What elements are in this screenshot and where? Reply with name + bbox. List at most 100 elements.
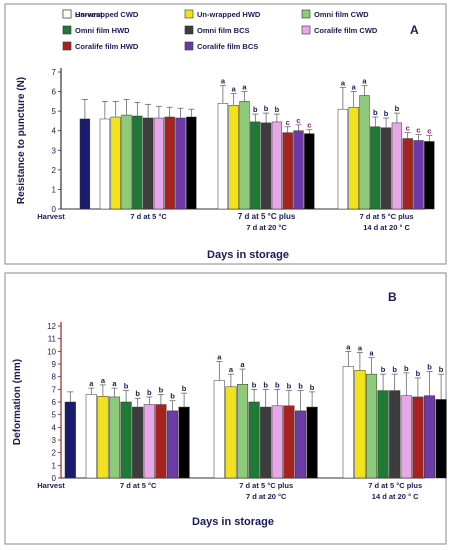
y-tick-label: 2 (52, 449, 57, 458)
significance-letter: a (358, 344, 363, 353)
legend-swatch (301, 9, 311, 19)
significance-letter: a (221, 77, 226, 86)
bar (337, 108, 349, 210)
significance-letter: c (307, 121, 311, 130)
significance-letter: b (392, 365, 397, 374)
bar (380, 127, 392, 210)
significance-letter: a (341, 79, 346, 88)
bar (178, 406, 190, 479)
y-tick-label: 10 (47, 347, 56, 356)
legend-label: Coralife film BCS (197, 42, 258, 51)
y-tick-label: 6 (52, 398, 57, 407)
bar (306, 406, 318, 479)
significance-letter: b (170, 392, 175, 401)
bar (64, 401, 76, 479)
legend-swatch (62, 25, 72, 35)
bar (423, 395, 436, 479)
significance-letter: a (89, 379, 94, 388)
group-label: 7 d at 5 °C (120, 481, 157, 490)
bar (294, 410, 307, 479)
y-tick-label: 1 (52, 185, 57, 194)
y-tick-label: 4 (52, 423, 57, 432)
bar (377, 390, 389, 479)
bar (424, 141, 435, 210)
y-tick-label: 9 (52, 360, 57, 369)
legend-label: Un-wrapped CWD (75, 10, 139, 19)
bar (239, 101, 250, 210)
bar (342, 366, 354, 479)
bar (400, 395, 412, 479)
bar (213, 380, 225, 479)
legend-swatch (62, 9, 72, 19)
y-tick-label: 5 (52, 411, 57, 420)
legend-swatch (184, 41, 194, 51)
y-tick-label: 5 (52, 107, 57, 116)
bar (271, 121, 283, 210)
significance-letter: b (373, 108, 378, 117)
legend-label: Harvest (75, 10, 103, 19)
y-tick-label: 6 (52, 88, 57, 97)
significance-letter: b (310, 383, 315, 392)
significance-letter: a (112, 379, 117, 388)
significance-letter: b (384, 109, 389, 118)
y-tick-label: 3 (52, 146, 57, 155)
y-axis-label: Resistance to puncture (N) (16, 77, 27, 204)
significance-letter: a (232, 85, 237, 94)
significance-letter: b (287, 382, 292, 391)
group-label: Harvest (37, 481, 65, 490)
bar (435, 399, 447, 479)
y-tick-label: 4 (52, 127, 57, 136)
y-tick-label: 0 (52, 205, 57, 214)
bar (354, 370, 366, 479)
significance-letter: b (275, 380, 280, 389)
bar (121, 114, 132, 210)
group-label: 7 d at 20 °C (246, 492, 287, 501)
bar (248, 401, 260, 479)
bar (348, 106, 359, 210)
significance-letter: b (298, 382, 303, 391)
bar (142, 117, 154, 210)
significance-letter: a (242, 83, 247, 92)
significance-letter: c (296, 116, 300, 125)
legend-label: Omni film CWD (314, 10, 369, 19)
significance-letter: b (416, 369, 421, 378)
bar (225, 386, 237, 479)
bar (143, 404, 155, 479)
y-tick-label: 12 (47, 322, 56, 331)
bar (166, 410, 179, 479)
bar (155, 404, 167, 479)
bar (85, 394, 97, 479)
significance-letter: c (427, 127, 431, 136)
bar (97, 396, 109, 479)
significance-letter: a (240, 360, 245, 369)
group-label: 7 d at 5 °C plus (238, 212, 296, 221)
bar (132, 115, 143, 210)
y-tick-label: 7 (52, 385, 57, 394)
legend-label: Omni film HWD (75, 26, 130, 35)
bar (359, 95, 370, 210)
significance-letter: b (439, 365, 444, 374)
y-tick-label: 0 (52, 474, 57, 483)
group-label: 14 d at 20 ° C (363, 223, 410, 232)
significance-letter: c (416, 126, 420, 135)
bar (283, 405, 295, 479)
bar (250, 121, 261, 210)
panel-b-letter: B (388, 290, 397, 304)
group-label: 7 d at 5 °C (130, 212, 167, 221)
y-tick-label: 8 (52, 373, 57, 382)
legend-label: Coralife film HWD (75, 42, 139, 51)
x-axis-label: Days in storage (207, 249, 289, 261)
x-axis-label: Days in storage (192, 516, 274, 528)
bar (260, 406, 272, 479)
bar (412, 396, 424, 479)
bar (228, 105, 239, 210)
group-label: 7 d at 5 °C plus (360, 212, 414, 221)
significance-letter: b (253, 105, 258, 114)
legend-label: Omni film BCS (197, 26, 250, 35)
group-label: 14 d at 20 ° C (372, 492, 419, 501)
bar (153, 117, 165, 210)
bar (304, 133, 315, 210)
significance-letter: b (182, 384, 187, 393)
